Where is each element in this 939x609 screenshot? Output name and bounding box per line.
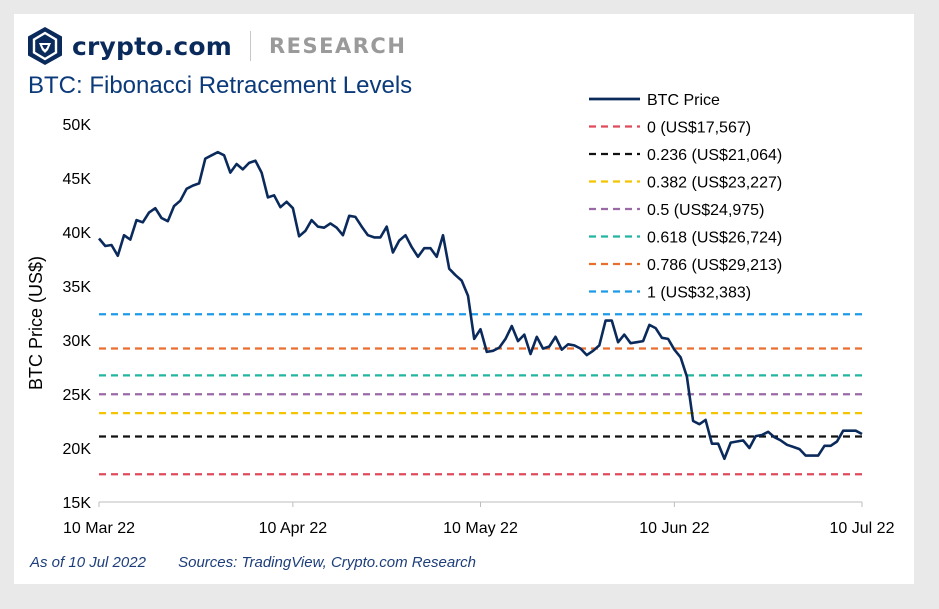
x-tick-label: 10 Apr 22 xyxy=(259,520,328,537)
x-tick-label: 10 May 22 xyxy=(443,520,518,537)
y-tick-label: 40K xyxy=(63,225,92,242)
chart-footer: As of 10 Jul 2022 Sources: TradingView, … xyxy=(30,554,476,571)
chart-axes: 15K 20K 25K 30K 35K 40K 45K 50K 10 Mar 22 10 Apr … xyxy=(63,117,895,537)
brand-divider xyxy=(250,31,252,61)
chart-legend: BTC Price 0 (US$17,567) 0.236 (US$21,064) 0… xyxy=(581,85,811,309)
y-tick-label: 15K xyxy=(63,495,92,512)
chart-title: BTC: Fibonacci Retracement Levels xyxy=(28,72,413,99)
brand-name: crypto.com xyxy=(72,31,233,61)
legend-label: 0.236 (US$21,064) xyxy=(647,147,782,164)
x-tick-label: 10 Mar 22 xyxy=(63,520,135,537)
legend-label: 0.382 (US$23,227) xyxy=(647,175,782,192)
legend-label: 0.786 (US$29,213) xyxy=(647,257,782,274)
legend-label: 0.618 (US$26,724) xyxy=(647,230,782,247)
y-tick-label: 25K xyxy=(63,387,92,404)
y-tick-label: 45K xyxy=(63,171,92,188)
y-tick-label: 50K xyxy=(63,117,92,134)
btc-price-line xyxy=(98,150,863,461)
x-tick-label: 10 Jul 22 xyxy=(830,520,895,537)
legend-background xyxy=(581,85,811,309)
x-tick-label: 10 Jun 22 xyxy=(639,520,709,537)
fibonacci-levels xyxy=(99,313,862,476)
y-tick-label: 20K xyxy=(63,441,92,458)
legend-label: 0 (US$17,567) xyxy=(647,120,751,137)
y-tick-label: 35K xyxy=(63,279,92,296)
brand-section: RESEARCH xyxy=(269,34,407,58)
y-axis-title: BTC Price (US$) xyxy=(26,256,46,390)
as-of-date: As of 10 Jul 2022 xyxy=(30,554,146,571)
chart-card: crypto.com RESEARCH BTC: Fibonacci Retra… xyxy=(14,14,914,584)
legend-label: 0.5 (US$24,975) xyxy=(647,202,764,219)
crypto-com-logo-icon xyxy=(28,27,62,65)
legend-label: 1 (US$32,383) xyxy=(647,285,751,302)
price-series xyxy=(98,150,863,461)
sources-note: Sources: TradingView, Crypto.com Researc… xyxy=(178,554,476,571)
y-tick-label: 30K xyxy=(63,333,92,350)
brand-header: crypto.com RESEARCH xyxy=(26,26,406,66)
legend-label: BTC Price xyxy=(647,92,720,109)
btc-fibonacci-chart: 15K 20K 25K 30K 35K 40K 45K 50K 10 Mar 22 10 Apr … xyxy=(26,85,895,537)
